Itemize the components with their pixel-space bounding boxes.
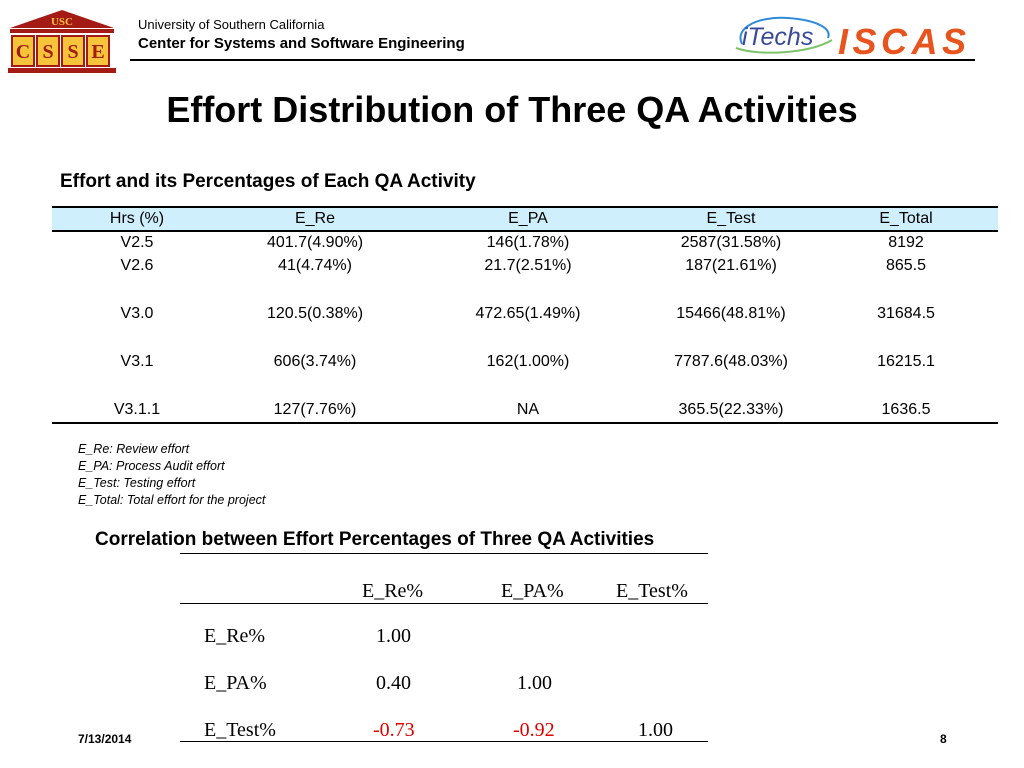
table-cell: NA (408, 399, 648, 424)
column-header: E_Re% (362, 580, 424, 602)
table-cell: 606(3.74%) (273, 353, 357, 370)
table-cell-negative: -0.73 (373, 719, 415, 741)
table-rule-bottom (180, 741, 708, 742)
note-line: E_PA: Process Audit effort (78, 459, 225, 473)
note-line: E_Test: Testing effort (78, 476, 196, 490)
table-cell: V3.1 (120, 353, 154, 370)
usc-csse-logo: USC C S S E (8, 10, 116, 73)
logo-itechs-text: iTechs (742, 23, 813, 51)
logo-letter: S (42, 41, 53, 63)
table-cell: V2.5 (120, 234, 154, 251)
column-header: E_Test (648, 206, 814, 232)
header-text: University of Southern California Center… (138, 16, 465, 54)
table-cell: 120.5(0.38%) (266, 305, 364, 322)
table-cell: 187(21.61%) (685, 257, 777, 274)
table-cell: 1.00 (638, 719, 673, 741)
column-header: E_Test% (616, 580, 688, 602)
table-cell: V3.1.1 (52, 399, 222, 424)
note-line: E_Re: Review effort (78, 442, 190, 456)
table-cell: 15466(48.81%) (676, 305, 786, 322)
column-header: E_Re (222, 206, 408, 232)
table-cell: 16215.1 (877, 353, 935, 370)
correlation-table-title: Correlation between Effort Percentages o… (95, 529, 655, 550)
table-row: V2.6 41(4.74%) 21.7(2.51%) 187(21.61%) 8… (52, 255, 998, 303)
table-rule-top (180, 553, 708, 554)
row-label: E_Test% (204, 719, 276, 741)
effort-table-title: Effort and its Percentages of Each QA Ac… (60, 171, 476, 192)
table-cell: 1636.5 (814, 399, 998, 424)
itechs-logo: iTechs (735, 16, 833, 54)
table-cell: V3.0 (120, 305, 154, 322)
iscas-logo: ISCAS (838, 22, 966, 60)
table-cell: 146(1.78%) (486, 234, 570, 251)
row-label: E_PA% (204, 672, 267, 694)
center-name: Center for Systems and Software Engineer… (138, 35, 465, 52)
table-cell: 472.65(1.49%) (475, 305, 581, 322)
logo-usc-text: USC (51, 16, 73, 28)
table-cell: 31684.5 (877, 305, 935, 322)
logo-letter: C (16, 41, 30, 63)
page-title: Effort Distribution of Three QA Activiti… (166, 89, 858, 130)
table-cell: 21.7(2.51%) (484, 257, 572, 274)
table-cell: 127(7.76%) (222, 399, 408, 424)
table-row: V3.0 120.5(0.38%) 472.65(1.49%) 15466(48… (52, 303, 998, 351)
column-header: E_PA (408, 206, 648, 232)
column-header: E_Total (814, 206, 998, 232)
logo-letter: S (67, 41, 78, 63)
row-label: E_Re% (204, 625, 266, 647)
table-cell: 8192 (888, 234, 924, 251)
footer-date: 7/13/2014 (78, 732, 132, 746)
logo-letter: E (91, 41, 104, 63)
table-row: V2.5 401.7(4.90%) 146(1.78%) 2587(31.58%… (52, 231, 998, 255)
table-cell: 2587(31.58%) (680, 234, 782, 251)
table-cell: V2.6 (120, 257, 154, 274)
effort-table: Hrs (%) E_Re E_PA E_Test E_Total V2.5 40… (52, 206, 998, 424)
table-row: V3.1.1 127(7.76%) NA 365.5(22.33%) 1636.… (52, 399, 998, 424)
table-cell: 401.7(4.90%) (266, 234, 364, 251)
table-rule-header (180, 603, 708, 604)
table-cell: 1.00 (376, 625, 411, 647)
table-cell: 365.5(22.33%) (648, 399, 814, 424)
header-divider (130, 59, 975, 61)
column-header: Hrs (%) (52, 206, 222, 232)
table-header-row: Hrs (%) E_Re E_PA E_Test E_Total (52, 206, 998, 232)
university-name: University of Southern California (138, 17, 325, 32)
table-cell-negative: -0.92 (513, 719, 555, 741)
column-header: E_PA% (501, 580, 564, 602)
table-cell: 865.5 (885, 257, 927, 274)
table-cell: 162(1.00%) (486, 353, 570, 370)
table-cell: 41(4.74%) (278, 257, 352, 274)
note-line: E_Total: Total effort for the project (78, 493, 266, 507)
logo-iscas-text: ISCAS (838, 22, 966, 60)
page-number: 8 (940, 732, 947, 746)
table-cell: 1.00 (517, 672, 552, 694)
legend-notes: E_Re: Review effort E_PA: Process Audit … (78, 441, 265, 509)
table-cell: 7787.6(48.03%) (674, 353, 788, 370)
table-cell: 0.40 (376, 672, 411, 694)
table-row: V3.1 606(3.74%) 162(1.00%) 7787.6(48.03%… (52, 351, 998, 399)
